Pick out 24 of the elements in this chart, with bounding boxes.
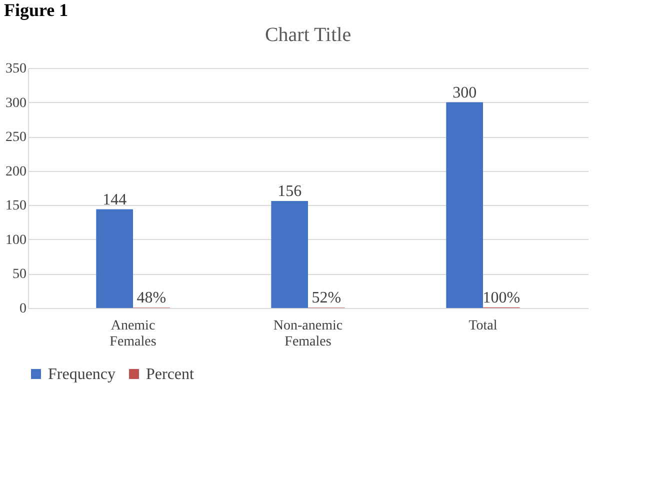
x-tick-label: Anemic Females xyxy=(110,318,156,350)
chart-title: Chart Title xyxy=(264,24,352,46)
bar xyxy=(446,102,483,308)
y-tick-label: 0 xyxy=(20,302,26,316)
x-tick-label: Total xyxy=(468,318,498,334)
y-tick-label: 300 xyxy=(6,96,26,111)
y-tick-label: 200 xyxy=(6,164,26,180)
y-tick-label: 250 xyxy=(6,130,26,146)
y-tick-label: 100 xyxy=(6,232,26,248)
data-label: 100% xyxy=(482,289,520,306)
legend-label: Frequency xyxy=(48,366,116,383)
y-tick-label: 50 xyxy=(12,267,26,282)
caption: Figure 1 xyxy=(3,0,70,20)
y-tick-label: 150 xyxy=(6,198,26,214)
data-label: 48% xyxy=(136,290,166,307)
data-label: 300 xyxy=(452,84,477,102)
data-label: 156 xyxy=(278,183,302,200)
x-tick-label: Non-anemic Females xyxy=(273,318,343,350)
y-tick-label: 350 xyxy=(6,62,26,76)
data-label: 144 xyxy=(102,191,127,208)
data-label: 52% xyxy=(312,290,342,307)
bar xyxy=(271,201,308,308)
legend-label: Percent xyxy=(146,366,195,383)
bar xyxy=(96,209,133,308)
